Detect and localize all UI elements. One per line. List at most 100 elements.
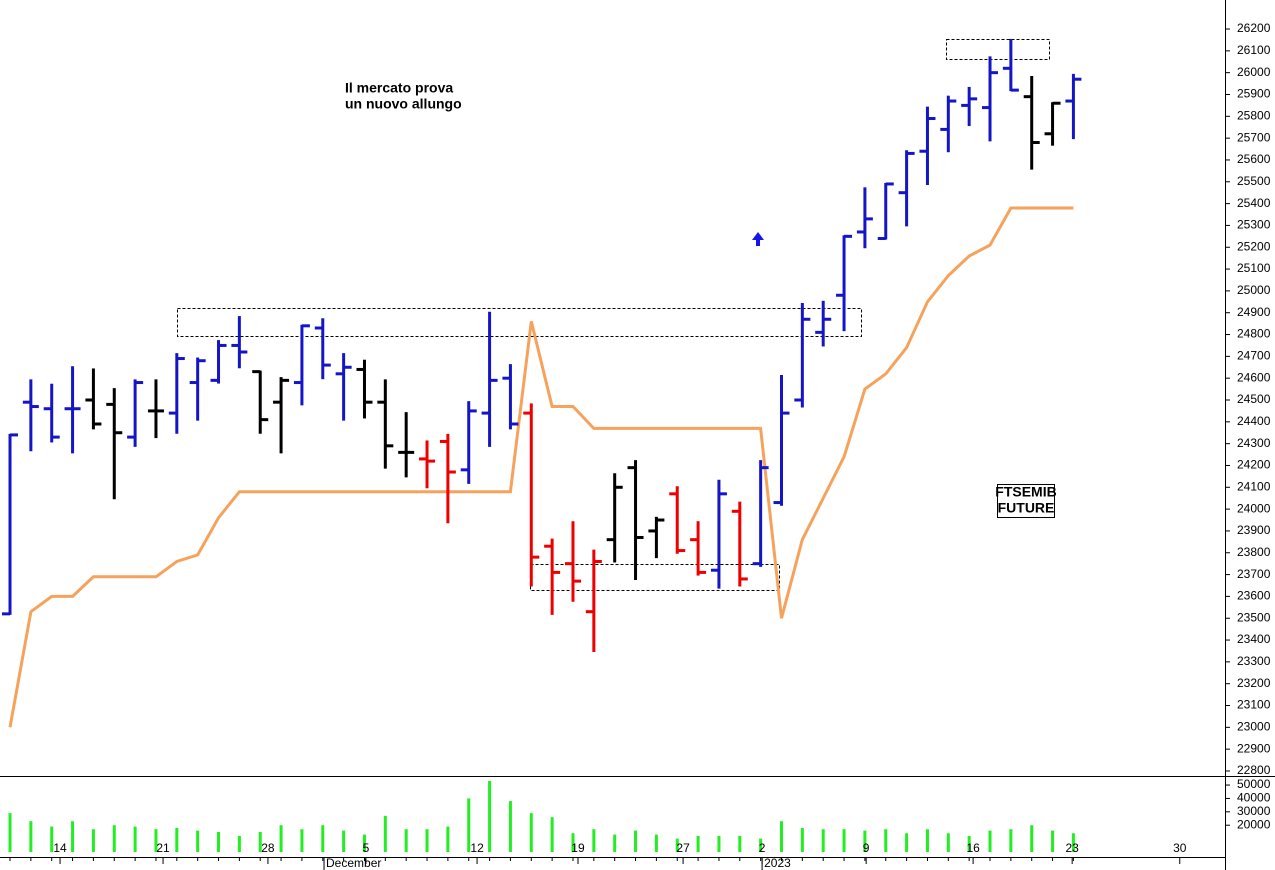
y-tick-label: 25800 bbox=[1237, 108, 1271, 122]
x-tick-label: 30 bbox=[1173, 841, 1187, 855]
period-label: 2023 bbox=[764, 856, 791, 870]
volume-bar bbox=[592, 829, 596, 852]
y-tick-label: 24100 bbox=[1237, 479, 1271, 493]
y-tick-label: 25600 bbox=[1237, 152, 1271, 166]
volume-bar bbox=[800, 827, 804, 852]
volume-bar bbox=[821, 829, 825, 852]
x-tick-label: 9 bbox=[863, 841, 870, 855]
y-tick-label: 40000 bbox=[1237, 791, 1271, 805]
y-tick-label: 25900 bbox=[1237, 87, 1271, 101]
volume-bar bbox=[467, 798, 471, 852]
volume-bar bbox=[1051, 830, 1055, 852]
volume-bar bbox=[842, 829, 846, 852]
volume-bar bbox=[217, 831, 221, 852]
y-tick-label: 30000 bbox=[1237, 804, 1271, 818]
volume-bar bbox=[71, 821, 75, 852]
x-tick-label: 27 bbox=[676, 841, 690, 855]
volume-bar bbox=[237, 835, 241, 852]
y-tick-label: 22900 bbox=[1237, 741, 1271, 755]
x-tick-label: 19 bbox=[571, 841, 585, 855]
y-tick-label: 26000 bbox=[1237, 65, 1271, 79]
annotation: Il mercato prova bbox=[345, 80, 453, 96]
y-tick-label: 23100 bbox=[1237, 698, 1271, 712]
volume-bar bbox=[1071, 833, 1075, 852]
y-tick-label: 24500 bbox=[1237, 392, 1271, 406]
x-tick-label: 23 bbox=[1065, 841, 1079, 855]
y-tick-label: 24800 bbox=[1237, 327, 1271, 341]
label-box bbox=[997, 484, 1055, 518]
y-tick-label: 22800 bbox=[1237, 763, 1271, 777]
y-tick-label: 23900 bbox=[1237, 523, 1271, 537]
volume-bar bbox=[8, 813, 12, 852]
label-text: FUTURE bbox=[998, 500, 1055, 516]
volume-bar bbox=[425, 829, 429, 852]
volume-bar bbox=[321, 825, 325, 852]
x-tick-label: 2 bbox=[759, 841, 766, 855]
volume-bar bbox=[946, 833, 950, 852]
volume-bar bbox=[133, 826, 137, 852]
volume-bar bbox=[967, 835, 971, 852]
y-tick-label: 23000 bbox=[1237, 720, 1271, 734]
volume-bar bbox=[342, 830, 346, 852]
volume-bar bbox=[550, 817, 554, 852]
y-tick-label: 24600 bbox=[1237, 370, 1271, 384]
arrow bbox=[752, 232, 764, 246]
volume-bar bbox=[300, 829, 304, 852]
y-tick-label: 20000 bbox=[1237, 817, 1271, 831]
volume-bar bbox=[717, 835, 721, 852]
y-tick-label: 25200 bbox=[1237, 239, 1271, 253]
volume-bar bbox=[1030, 825, 1034, 852]
volume-bar bbox=[884, 829, 888, 852]
volume-bar bbox=[196, 830, 200, 852]
label-text: FTSEMIB bbox=[995, 484, 1056, 500]
x-tick-label: 12 bbox=[470, 841, 484, 855]
x-tick-label: 28 bbox=[261, 841, 275, 855]
y-tick-label: 24000 bbox=[1237, 501, 1271, 515]
stop-line bbox=[8, 206, 1074, 728]
y-tick-label: 23400 bbox=[1237, 632, 1271, 646]
y-tick-label: 24200 bbox=[1237, 458, 1271, 472]
volume-bar bbox=[759, 838, 763, 852]
volume-bar bbox=[696, 835, 700, 852]
y-tick-label: 25700 bbox=[1237, 130, 1271, 144]
y-tick-label: 23600 bbox=[1237, 589, 1271, 603]
volume-bar bbox=[529, 813, 533, 852]
volume-bar bbox=[634, 830, 638, 852]
y-tick-label: 26200 bbox=[1237, 21, 1271, 35]
volume-bar bbox=[738, 835, 742, 852]
volume-bar bbox=[779, 821, 783, 852]
volume-bar bbox=[508, 801, 512, 852]
y-tick-label: 24400 bbox=[1237, 414, 1271, 428]
period-label: December bbox=[326, 856, 381, 870]
volume-bar bbox=[383, 815, 387, 852]
volume-bar bbox=[863, 830, 867, 852]
volume-bar bbox=[404, 829, 408, 852]
volume-bar bbox=[279, 825, 283, 852]
y-tick-label: 25500 bbox=[1237, 174, 1271, 188]
y-tick-label: 23300 bbox=[1237, 654, 1271, 668]
volume-bar bbox=[905, 833, 909, 852]
volume-bar bbox=[112, 825, 116, 852]
y-tick-label: 24700 bbox=[1237, 349, 1271, 363]
y-tick-label: 25000 bbox=[1237, 283, 1271, 297]
volume-bar bbox=[91, 829, 95, 852]
y-tick-label: 23500 bbox=[1237, 610, 1271, 624]
zone-box bbox=[177, 308, 862, 337]
volume-bar bbox=[362, 834, 366, 852]
zone-box bbox=[946, 39, 1050, 60]
y-tick-label: 24900 bbox=[1237, 305, 1271, 319]
y-tick-label: 23800 bbox=[1237, 545, 1271, 559]
x-tick-label: 16 bbox=[966, 841, 980, 855]
y-tick-label: 23200 bbox=[1237, 676, 1271, 690]
annotation: un nuovo allungo bbox=[345, 96, 462, 112]
y-tick-label: 24300 bbox=[1237, 436, 1271, 450]
y-tick-label: 25300 bbox=[1237, 218, 1271, 232]
y-tick-label: 50000 bbox=[1237, 777, 1271, 791]
y-tick-label: 26100 bbox=[1237, 43, 1271, 57]
volume-bar bbox=[175, 827, 179, 852]
volume-bar bbox=[654, 834, 658, 852]
volume-bar bbox=[613, 834, 617, 852]
volume-bar bbox=[1009, 829, 1013, 852]
